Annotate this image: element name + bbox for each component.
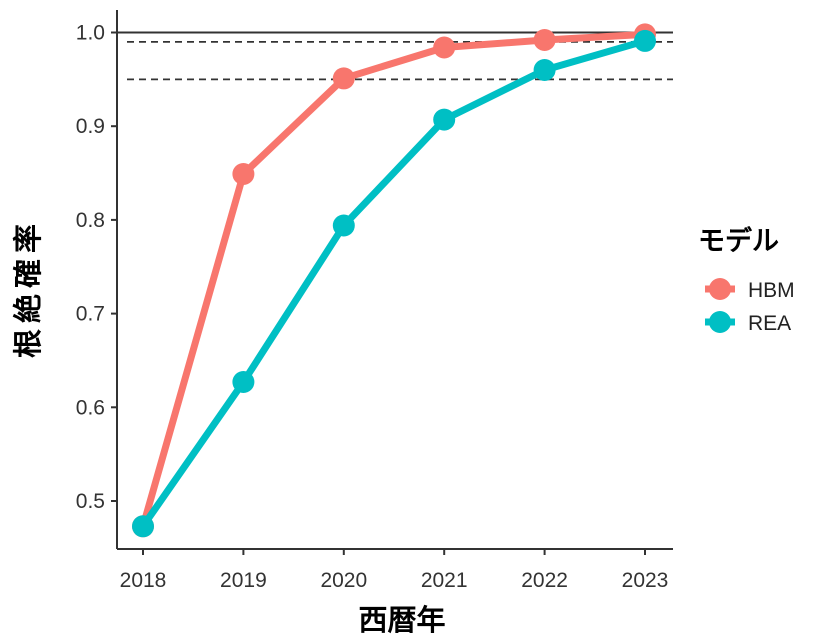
data-point-rea xyxy=(634,29,656,52)
x-tick-label: 2020 xyxy=(320,569,367,592)
y-tick-label: 0.8 xyxy=(76,209,105,232)
x-axis-title: 西暦年 xyxy=(358,603,445,637)
series-rea xyxy=(132,29,656,538)
y-axis-ticks: 0.5 0.6 0.7 0.8 0.9 1.0 xyxy=(76,22,117,513)
series-line-rea xyxy=(139,37,649,530)
legend-key-point xyxy=(709,278,731,300)
reference-lines xyxy=(117,31,673,81)
legend-title: モデル xyxy=(698,225,779,257)
legend-item-rea: REA xyxy=(705,311,791,335)
series-hbm xyxy=(132,23,656,538)
data-point-hbm xyxy=(332,67,355,90)
legend-label: REA xyxy=(748,312,791,335)
legend-items: HBM REA xyxy=(705,278,795,335)
y-tick-label: 0.9 xyxy=(76,115,105,138)
x-axis-ticks: 2018 2019 2020 2021 2022 2023 xyxy=(120,549,669,592)
y-tick-label: 0.7 xyxy=(76,303,105,326)
y-tick-label: 0.6 xyxy=(76,396,105,419)
data-point-rea xyxy=(533,58,556,81)
series-layer xyxy=(132,23,656,538)
y-tick-label: 1.0 xyxy=(76,22,105,45)
x-tick-label: 2022 xyxy=(521,569,568,592)
data-point-rea xyxy=(132,515,154,538)
legend: モデル HBM REA xyxy=(698,225,795,335)
data-point-hbm xyxy=(533,28,556,51)
data-point-hbm xyxy=(232,162,255,185)
y-axis-title: 根絶確率 xyxy=(11,218,45,358)
data-point-rea xyxy=(332,214,355,237)
legend-item-hbm: HBM xyxy=(705,278,795,302)
data-point-rea xyxy=(232,371,255,394)
x-tick-label: 2019 xyxy=(220,569,267,592)
x-tick-label: 2023 xyxy=(622,569,669,592)
y-tick-label: 0.5 xyxy=(76,490,105,513)
series-line-hbm xyxy=(139,30,649,530)
data-point-rea xyxy=(433,108,456,131)
x-tick-label: 2021 xyxy=(421,569,468,592)
legend-key-point xyxy=(709,311,731,333)
data-point-hbm xyxy=(433,36,456,59)
legend-label: HBM xyxy=(748,279,795,302)
x-tick-label: 2018 xyxy=(120,569,167,592)
